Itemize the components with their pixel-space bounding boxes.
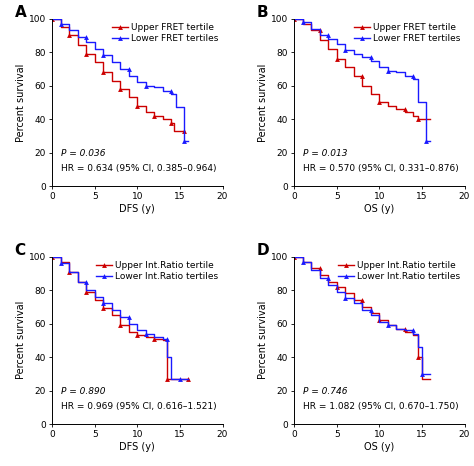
Text: HR = 1.082 (95% CI, 0.670–1.750): HR = 1.082 (95% CI, 0.670–1.750) — [302, 402, 458, 411]
X-axis label: OS (y): OS (y) — [364, 204, 394, 214]
Text: P = 0.746: P = 0.746 — [302, 387, 347, 396]
Legend: Upper FRET tertile, Lower FRET tertiles: Upper FRET tertile, Lower FRET tertiles — [352, 21, 462, 45]
X-axis label: DFS (y): DFS (y) — [119, 442, 155, 452]
Text: P = 0.890: P = 0.890 — [61, 387, 105, 396]
Text: B: B — [256, 5, 268, 20]
Text: HR = 0.969 (95% CI, 0.616–1.521): HR = 0.969 (95% CI, 0.616–1.521) — [61, 402, 216, 411]
X-axis label: OS (y): OS (y) — [364, 442, 394, 452]
Legend: Upper Int.Ratio tertile, Lower Int.Ratio tertiles: Upper Int.Ratio tertile, Lower Int.Ratio… — [94, 259, 220, 283]
Y-axis label: Percent survival: Percent survival — [258, 301, 268, 379]
Legend: Upper FRET tertile, Lower FRET tertiles: Upper FRET tertile, Lower FRET tertiles — [110, 21, 220, 45]
Text: P = 0.036: P = 0.036 — [61, 149, 105, 158]
Y-axis label: Percent survival: Percent survival — [16, 301, 26, 379]
Text: C: C — [15, 243, 26, 258]
Y-axis label: Percent survival: Percent survival — [258, 63, 268, 142]
Text: HR = 0.570 (95% CI, 0.331–0.876): HR = 0.570 (95% CI, 0.331–0.876) — [302, 164, 458, 173]
Y-axis label: Percent survival: Percent survival — [16, 63, 26, 142]
Legend: Upper Int.Ratio tertile, Lower Int.Ratio tertiles: Upper Int.Ratio tertile, Lower Int.Ratio… — [336, 259, 462, 283]
X-axis label: DFS (y): DFS (y) — [119, 204, 155, 214]
Text: P = 0.013: P = 0.013 — [302, 149, 347, 158]
Text: A: A — [15, 5, 27, 20]
Text: D: D — [256, 243, 269, 258]
Text: HR = 0.634 (95% CI, 0.385–0.964): HR = 0.634 (95% CI, 0.385–0.964) — [61, 164, 216, 173]
